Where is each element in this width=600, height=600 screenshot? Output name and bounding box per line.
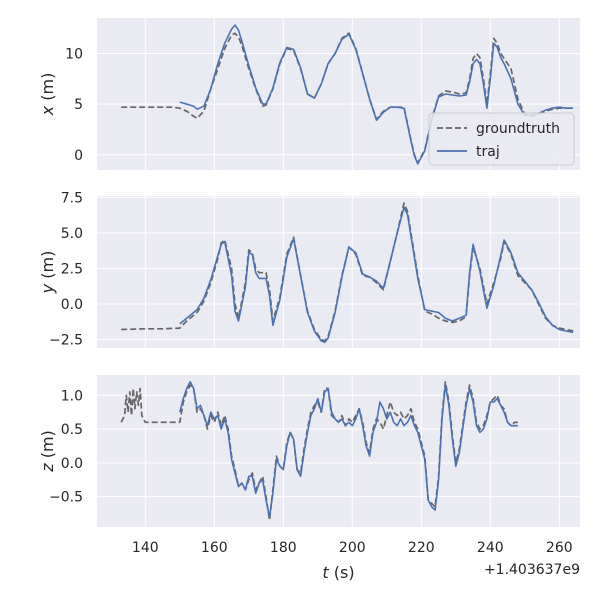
series-traj-line [179,380,518,518]
y-axis-label-var: x [38,105,57,116]
x-tick-label: 160 [201,540,228,556]
y-tick-label: 7.5 [61,190,83,206]
x-tick-label: 180 [270,540,297,556]
y-tick-label: −0.5 [49,490,83,506]
y-tick-label: 1.0 [61,388,83,404]
x-tick-label: 220 [408,540,435,556]
y-tick-label: 0.0 [61,297,83,313]
y-tick-label: 5 [74,97,83,113]
y-axis-label-var: z [38,463,57,473]
legend-label-groundtruth: groundtruth [476,121,560,137]
series-groundtruth-line [121,32,574,164]
x-axis-offset-label: +1.403637e9 [484,562,580,578]
y-axis-label: z (m) [38,430,57,473]
panel-2: −2.5 0.0 2.5 5.0 7.5 y (m) [38,190,580,348]
panel-3: 140 160 180 200 220 240 260 −0.5 0.0 0.5 1.0 z (m) [38,375,580,556]
x-tick-label: 140 [132,540,159,556]
series-traj-line [179,206,574,344]
x-tick-label: 240 [477,540,504,556]
x-tick-label: 260 [546,540,573,556]
y-tick-label: 5.0 [61,226,83,242]
y-axis-label: x (m) [38,73,57,117]
y-tick-label: 2.5 [61,261,83,277]
y-axis-label-unit: (m) [38,251,57,284]
x-axis-label: t (s) [322,563,354,582]
y-tick-label: 0.0 [61,456,83,472]
y-tick-label: 10 [65,46,83,62]
x-axis-label-unit: (s) [329,563,355,582]
y-axis-label-unit: (m) [38,430,57,463]
y-axis-label-var: y [38,283,57,294]
legend-label-traj: traj [476,144,500,160]
legend-box [428,112,575,166]
y-axis-label: y (m) [38,251,57,295]
plot-background [97,196,580,348]
plot-background [97,375,580,527]
y-tick-label: 0.5 [61,422,83,438]
x-axis-label-var: t [322,563,329,582]
y-tick-label: 0 [74,148,83,164]
x-tick-label: 200 [339,540,366,556]
y-axis-label-unit: (m) [38,73,57,106]
series-traj-line [179,24,574,165]
panel-1: 0 5 10 x (m) groundtruth traj [38,18,580,170]
legend: groundtruth traj [428,112,575,166]
y-tick-label: −2.5 [49,332,83,348]
